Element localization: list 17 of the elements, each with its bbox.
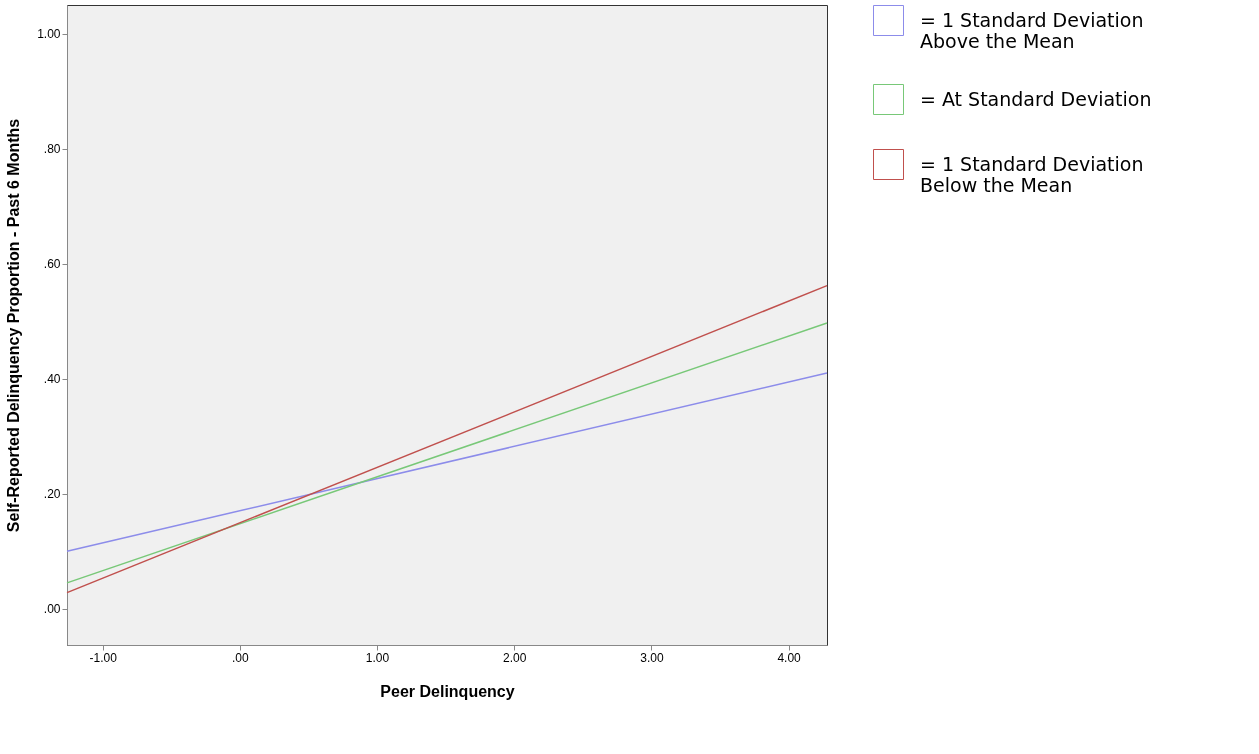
legend-label: = 1 Standard Deviation Above the Mean — [920, 8, 1144, 52]
y-tick-label: .80 — [43, 142, 61, 157]
y-tick-label: .00 — [43, 602, 61, 617]
legend-label: = 1 Standard Deviation Below the Mean — [920, 152, 1144, 196]
y-tick-label: 1.00 — [37, 27, 61, 42]
x-tick-label: .00 — [232, 650, 250, 665]
y-tick-label: .40 — [43, 372, 61, 387]
x-tick-label: 2.00 — [503, 650, 527, 665]
x-tick-label: 3.00 — [640, 650, 664, 665]
x-tick-label: 4.00 — [777, 650, 802, 665]
x-tick-label: 1.00 — [365, 650, 390, 665]
x-tick-label: -1.00 — [89, 650, 118, 665]
legend-label: = At Standard Deviation — [920, 87, 1152, 110]
y-tick-label: .20 — [43, 487, 61, 502]
y-tick-label: .60 — [43, 257, 61, 272]
y-axis-title: Self-Reported Delinquency Proportion - Past 6 Months — [5, 118, 23, 533]
x-axis-title: Peer Delinquency — [380, 682, 515, 700]
